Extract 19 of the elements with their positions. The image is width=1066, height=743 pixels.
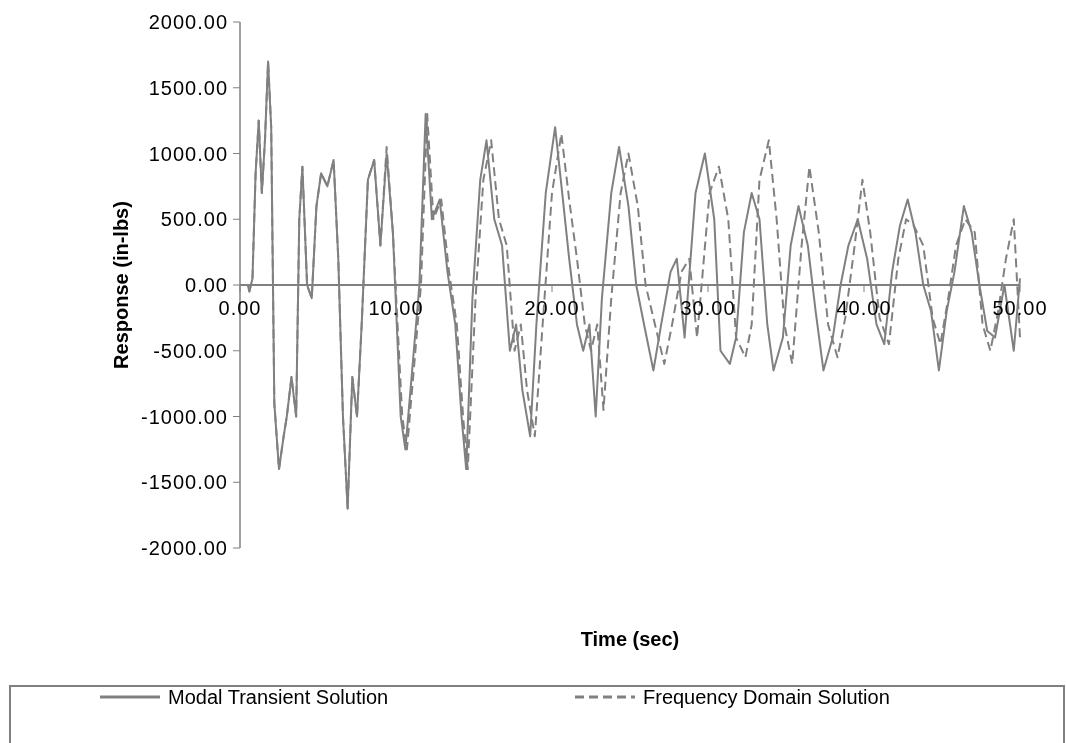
y-tick-label: -500.00 (153, 339, 228, 362)
y-axis-title: Response (in-lbs) (110, 201, 132, 369)
x-tick-label: 50.00 (992, 297, 1048, 319)
y-tick-label: 0.00 (185, 274, 228, 296)
y-tick-label: 2000.00 (148, 11, 228, 33)
legend-label: Frequency Domain Solution (643, 686, 890, 708)
y-tick-label: -2000.00 (141, 537, 228, 559)
x-tick-label: 10.00 (368, 297, 424, 319)
x-tick-label: 40.00 (836, 297, 892, 319)
x-tick-label: 20.00 (524, 297, 580, 319)
x-tick-label: 0.00 (218, 297, 262, 319)
legend-label: Modal Transient Solution (168, 686, 389, 708)
y-tick-label: 1500.00 (148, 76, 228, 99)
y-tick-label: 1000.00 (148, 142, 228, 165)
x-tick-label: 30.00 (680, 297, 736, 319)
x-axis-title: Time (sec) (580, 628, 680, 650)
y-tick-label: -1500.00 (141, 471, 228, 494)
y-tick-label: 500.00 (160, 208, 228, 231)
y-tick-label: -1000.00 (141, 405, 228, 428)
